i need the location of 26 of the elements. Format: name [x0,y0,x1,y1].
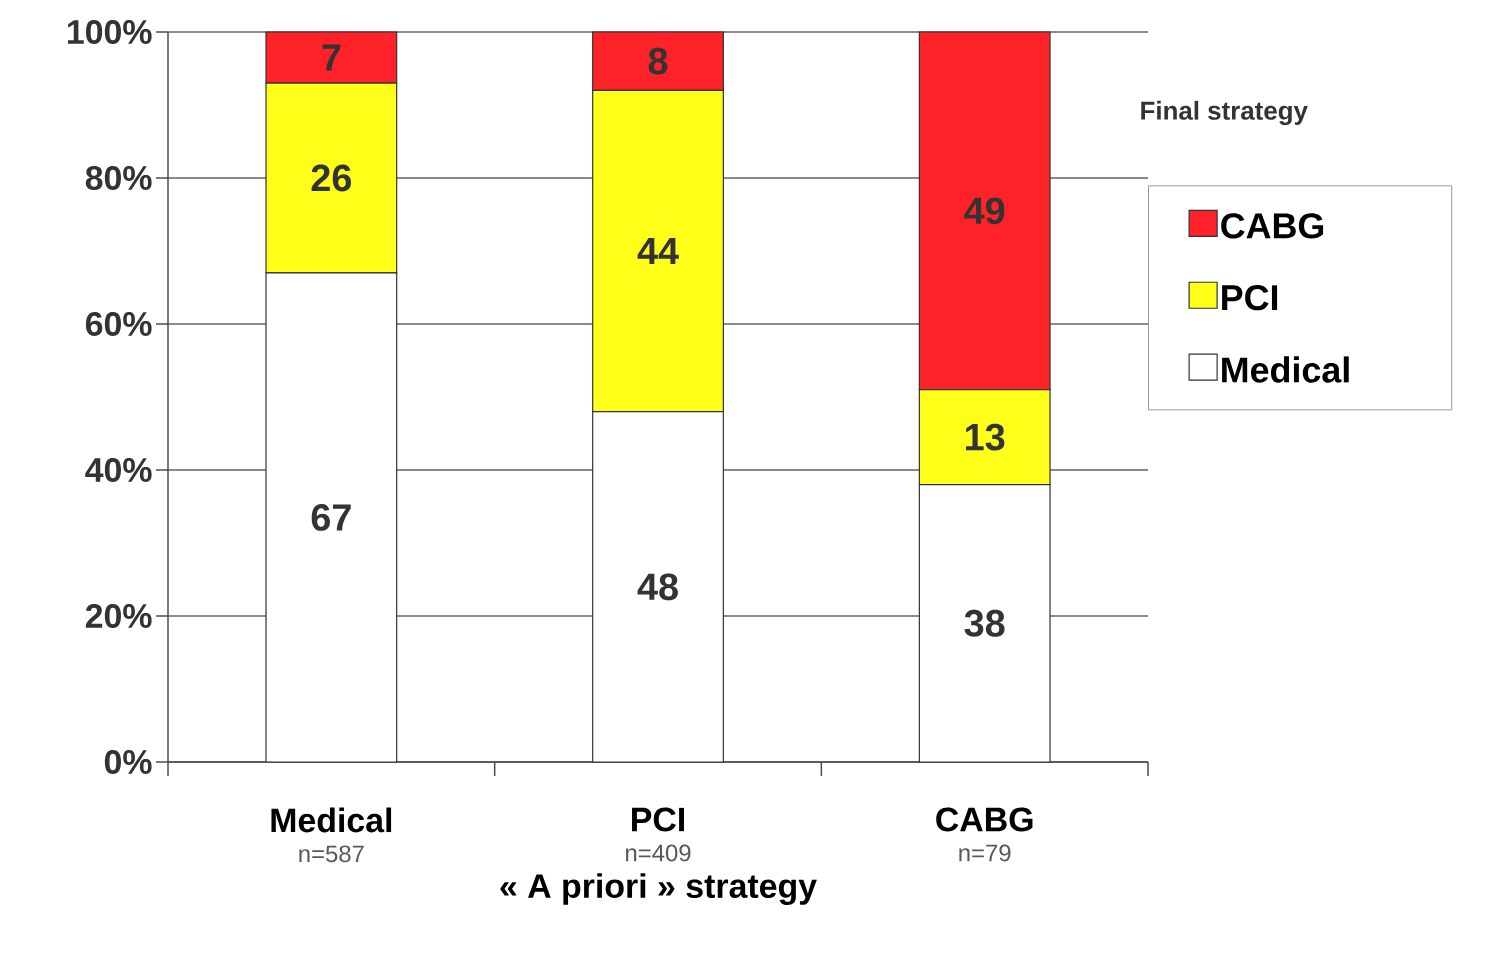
x-tick-label: CABG [936,807,1033,832]
y-tick-label: 80% [85,165,152,190]
x-axis-title: « A priori » strategy [500,873,817,905]
data-label: 44 [637,237,679,265]
legend-title: Final strategy [1141,100,1308,126]
legend-label: CABG [1221,213,1324,239]
y-tick-label: 60% [85,311,152,336]
data-label: 26 [311,164,352,192]
y-tick-label: 40% [85,457,152,482]
x-tick-label: Medical [271,807,392,833]
data-label: 48 [637,573,678,601]
data-label: 7 [322,44,341,71]
data-label: 49 [964,197,1005,225]
data-label: 67 [311,504,351,531]
x-tick-label: PCI [632,807,684,832]
data-label: 38 [964,609,1005,637]
data-label: 13 [966,423,1005,451]
legend-label: PCI [1222,284,1278,311]
y-tick-label: 0% [104,750,152,774]
legend-label: Medical [1222,356,1349,383]
text: n=587 [299,845,364,863]
text: n=409 [626,844,691,862]
y-tick-label: 20% [85,604,152,628]
data-label: 8 [648,47,668,75]
text: n=79 [959,844,1011,862]
y-tick-label: 100% [67,19,152,44]
